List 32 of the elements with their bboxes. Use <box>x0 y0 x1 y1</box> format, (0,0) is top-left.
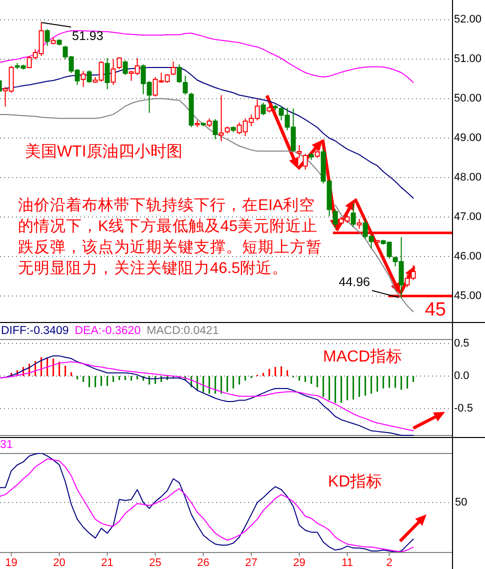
text: DIFF:-0.3409 <box>1 325 69 337</box>
annotation: KD指标 <box>328 472 382 490</box>
y-tick-label: 0.0 <box>454 370 470 382</box>
annotation: MACD指标 <box>323 348 402 366</box>
text: DEA:-0.3620 <box>74 325 141 337</box>
x-tick-label: 2 <box>386 557 392 569</box>
x-tick-label: 20 <box>53 557 66 569</box>
x-tick-label: 26 <box>197 557 210 569</box>
y-tick-label: -0.5 <box>454 402 473 415</box>
annotation: 51.93 <box>72 29 104 43</box>
ref-line-label: 50 <box>455 496 468 508</box>
x-tick-label: 19 <box>5 557 18 569</box>
x-tick-label: 29 <box>293 557 306 569</box>
ref-line-label: 45 <box>424 299 446 320</box>
y-tick-label: 48.00 <box>454 172 482 184</box>
text: 31 <box>0 439 13 451</box>
x-tick-label: 11 <box>342 557 354 569</box>
x-tick-label: 21 <box>101 557 114 569</box>
x-tick-label: 27 <box>245 557 258 569</box>
annotation: 44.96 <box>338 275 370 289</box>
y-tick-label: 51.00 <box>454 53 482 66</box>
y-tick-label: 47.00 <box>454 211 482 224</box>
y-tick-label: 50.00 <box>454 92 482 105</box>
text: 美国WTI原油四小时图 <box>25 142 182 160</box>
y-tick-label: 45.00 <box>454 290 482 302</box>
y-tick-label: 52.00 <box>454 14 482 26</box>
annotation: 油价沿着布林带下轨持续下行，在EIA利空的情况下，K线下方最低触及45美元附近止跌反弹，该点为近期关键支撑。短期上方暂无明显阻力，关注关键阻力46.5附近。 <box>18 196 322 276</box>
y-tick-label: 49.00 <box>454 132 482 144</box>
text: MACD:0.0421 <box>146 325 219 337</box>
y-tick-label: 0.5 <box>454 338 470 350</box>
x-tick-label: 25 <box>149 557 162 569</box>
y-tick-label: 46.00 <box>454 250 482 262</box>
